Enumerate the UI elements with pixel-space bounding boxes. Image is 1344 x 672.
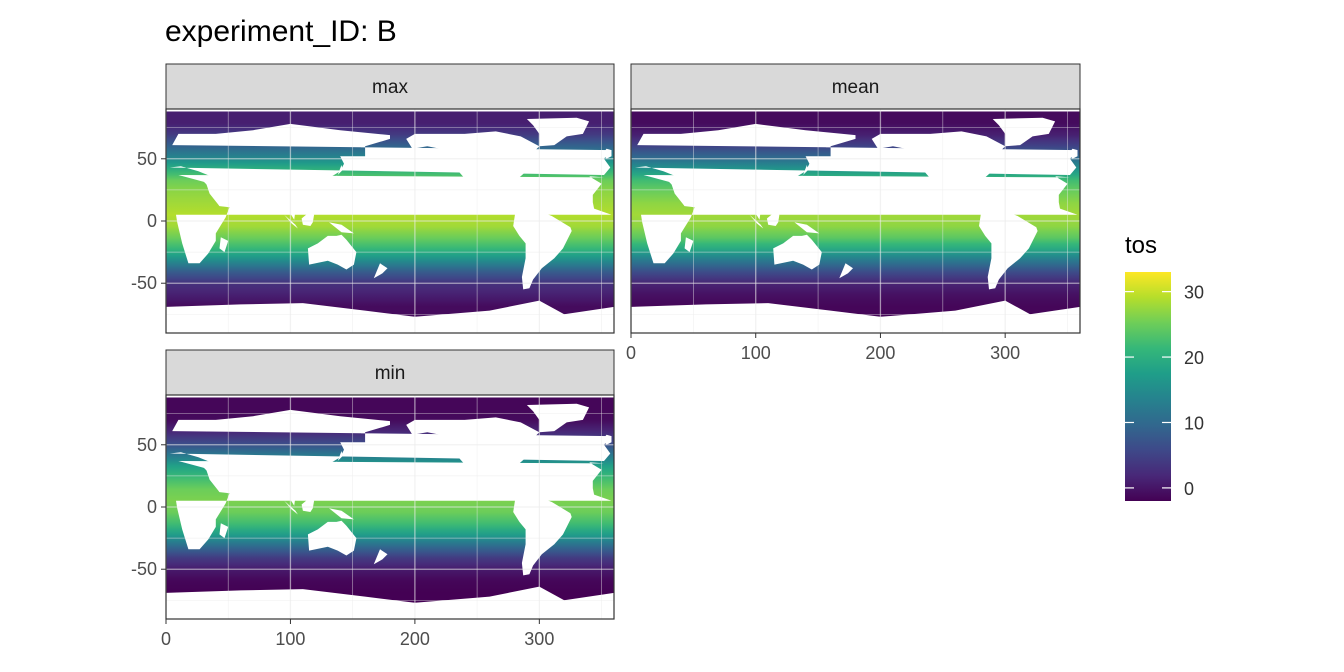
y-tick-label: 50 [137, 435, 157, 455]
facet-panels: max -50 0 50 mean 0 100 200 300 min -50 0 50 0 100 200 3… [131, 63, 1081, 649]
land-north-america [871, 131, 1012, 211]
land-uk [1068, 148, 1078, 159]
panel-border [630, 108, 1081, 334]
land-new-zealand [373, 549, 388, 565]
land-borneo [766, 212, 780, 226]
facet-strip-min [165, 349, 615, 396]
x-tick-label: 100 [275, 629, 305, 649]
land-south-america [513, 493, 572, 576]
land-japan [327, 165, 343, 182]
legend-tick-label: 20 [1184, 348, 1204, 368]
land-antarctica [166, 300, 614, 333]
x-tick-label: 200 [865, 343, 895, 363]
legend-colorbar [1125, 272, 1171, 501]
x-tick-label: 0 [161, 629, 171, 649]
facet-panel-mean: mean 0 100 200 300 [626, 63, 1081, 363]
land-greenland [992, 117, 1056, 147]
land-borneo [301, 212, 315, 226]
land-antarctica [631, 300, 1080, 333]
grid-lines [631, 109, 1080, 333]
land-uk [602, 148, 612, 159]
facet-panel-max: max -50 0 50 [131, 63, 615, 334]
y-tick-label: 0 [147, 211, 157, 231]
legend-title: tos [1125, 232, 1157, 259]
facet-strip-max [165, 63, 615, 110]
x-tick-label: 100 [741, 343, 771, 363]
facet-strip-label-mean: mean [832, 77, 880, 98]
chart-title: experiment_ID: B [165, 15, 397, 48]
land-new-guinea [329, 222, 354, 234]
x-tick-label: 300 [990, 343, 1020, 363]
land-north-america [406, 131, 546, 211]
facet-strip-label-max: max [372, 77, 408, 98]
land-borneo [301, 498, 315, 512]
land-greenland [526, 403, 590, 433]
x-tick-label: 200 [400, 629, 430, 649]
land-greenland [526, 117, 590, 147]
land-japan [793, 165, 809, 182]
facet-strip-label-min: min [375, 363, 406, 384]
grid-lines [166, 109, 614, 333]
x-tick-label: 300 [524, 629, 554, 649]
land-japan [327, 451, 343, 468]
x-tick-label: 0 [626, 343, 636, 363]
grid-lines [166, 395, 614, 619]
land-new-zealand [839, 263, 853, 279]
facet-panel-min: min -50 0 50 0 100 200 300 [131, 349, 615, 649]
map-layer [166, 395, 614, 619]
land-new-zealand [373, 263, 388, 279]
legend-tick-label: 10 [1184, 413, 1204, 433]
land-new-guinea [794, 222, 820, 234]
facet-strip-mean [630, 63, 1081, 110]
land-madagascar [219, 523, 229, 539]
land-new-guinea [329, 508, 354, 520]
legend: tos 0 10 20 30 [1125, 232, 1204, 501]
legend-tick-label: 0 [1184, 479, 1194, 499]
y-tick-label: 0 [147, 497, 157, 517]
land-antarctica [166, 586, 614, 619]
land-madagascar [219, 237, 229, 253]
y-tick-label: 50 [137, 149, 157, 169]
legend-tick-label: 30 [1184, 283, 1204, 303]
land-uk [602, 434, 612, 445]
land-south-america [979, 207, 1038, 290]
land-south-america [513, 207, 572, 290]
land-north-america [406, 417, 546, 497]
map-layer [631, 109, 1080, 333]
land-madagascar [684, 237, 694, 253]
y-tick-label: -50 [131, 559, 157, 579]
map-layer [166, 109, 614, 333]
y-tick-label: -50 [131, 273, 157, 293]
